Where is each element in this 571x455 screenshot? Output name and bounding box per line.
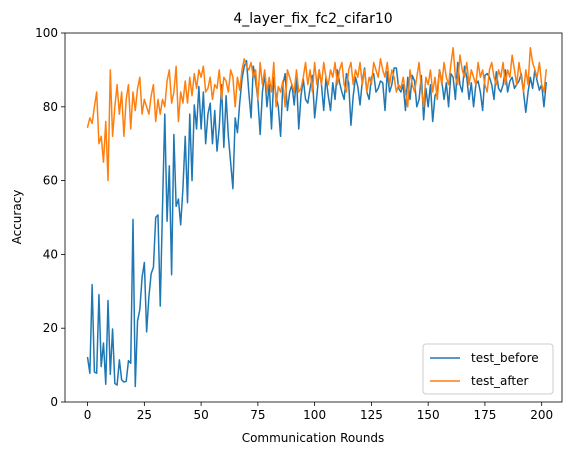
series-line-test-after [86,47,548,182]
y-tick-label: 60 [43,174,58,188]
x-tick-label: 75 [250,408,265,422]
x-tick-label: 125 [360,408,383,422]
y-axis-label: Accuracy [10,190,24,245]
series-layer [86,47,548,388]
x-axis-ticks: 0 25 50 75 100 125 150 175 200 [84,402,553,422]
legend-label-test-before: test_before [471,351,539,365]
series-line-test-before [86,59,548,388]
plot-area [64,32,563,403]
x-tick-label: 50 [193,408,208,422]
y-axis-ticks: 0 20 40 60 80 100 [35,26,65,409]
x-tick-label: 0 [84,408,92,422]
y-tick-label: 20 [43,321,58,335]
legend-label-test-after: test_after [471,374,529,388]
x-axis-label: Communication Rounds [242,431,385,445]
legend: test_before test_after [422,343,554,395]
y-tick-label: 100 [35,26,58,40]
y-tick-label: 40 [43,247,58,261]
x-tick-label: 25 [137,408,152,422]
chart-title: 4_layer_fix_fc2_cifar10 [233,11,392,27]
plot-frame [64,32,563,403]
x-tick-label: 150 [417,408,440,422]
x-tick-label: 200 [530,408,553,422]
y-tick-label: 0 [50,395,58,409]
x-tick-label: 175 [473,408,496,422]
x-tick-label: 100 [303,408,326,422]
y-tick-label: 80 [43,100,58,114]
